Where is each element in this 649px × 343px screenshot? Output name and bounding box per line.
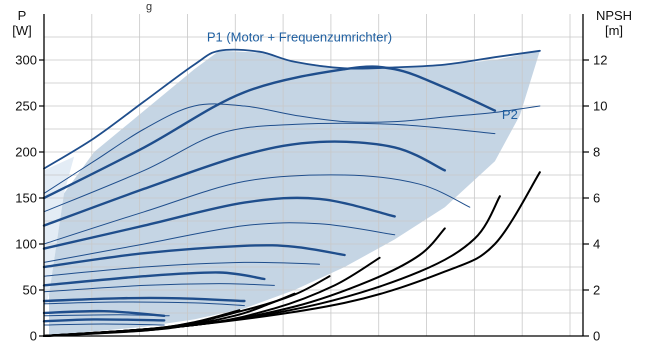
p2_curves-line-10 <box>43 122 496 213</box>
p1_curves-line-6 <box>42 296 246 303</box>
left-tick-label: 50 <box>23 283 37 298</box>
right-axis-label-line1: NPSH <box>596 8 632 23</box>
left-axis-label-line2: [W] <box>12 23 32 38</box>
left-tick-label: 0 <box>30 329 37 343</box>
left-tick-label: 250 <box>15 99 37 114</box>
p1_curves-line-4 <box>42 244 346 269</box>
operating-range-region <box>49 50 540 337</box>
shaded-regions <box>44 50 540 337</box>
left-tick-label: 150 <box>15 191 37 206</box>
npsh_curves-line-26 <box>43 324 186 337</box>
p1_curves-line-7 <box>42 309 166 317</box>
p2_curves-line-12 <box>43 222 396 263</box>
top-note: g <box>146 1 152 13</box>
p2_curves-line-17 <box>43 323 165 326</box>
series-lines <box>42 48 541 337</box>
annotation-p1: P1 (Motor + Frequenzumrichter) <box>207 30 392 45</box>
p1_curves-line-1 <box>42 65 497 200</box>
right-tick-label: 6 <box>593 191 600 206</box>
p2_curves-line-14 <box>43 283 275 293</box>
p1_curves-line-5 <box>42 271 266 287</box>
p2_curves-line-16 <box>43 314 170 317</box>
left-tick-label: 100 <box>15 237 37 252</box>
right-tick-label: 8 <box>593 145 600 160</box>
tick-labels: 0 50 100 150 200 250 300 0 2 4 6 8 10 12 <box>15 53 607 343</box>
left-tick-label: 300 <box>15 53 37 68</box>
p1_curves-line-3 <box>42 196 396 250</box>
p1_curves-line-2 <box>42 140 446 227</box>
right-tick-label: 4 <box>593 237 600 252</box>
right-tick-label: 2 <box>593 283 600 298</box>
right-axis-label-line2: [m] <box>605 23 623 38</box>
right-tick-label: 10 <box>593 99 607 114</box>
left-axis-label-line1: P <box>18 8 27 23</box>
right-tick-label: 0 <box>593 329 600 343</box>
p2_curves-line-11 <box>43 174 471 245</box>
p2_envelope-line-9 <box>43 103 541 194</box>
axes <box>39 14 589 337</box>
grid <box>44 14 583 336</box>
left-tick-label: 200 <box>15 145 37 160</box>
p1_curves-line-8 <box>42 318 166 323</box>
right-tick-label: 12 <box>593 53 607 68</box>
annotation-p2: P2 <box>502 107 518 122</box>
p1_envelope-line-0 <box>43 48 541 170</box>
p2_curves-line-15 <box>43 301 245 307</box>
p2_curves-line-13 <box>43 261 320 277</box>
